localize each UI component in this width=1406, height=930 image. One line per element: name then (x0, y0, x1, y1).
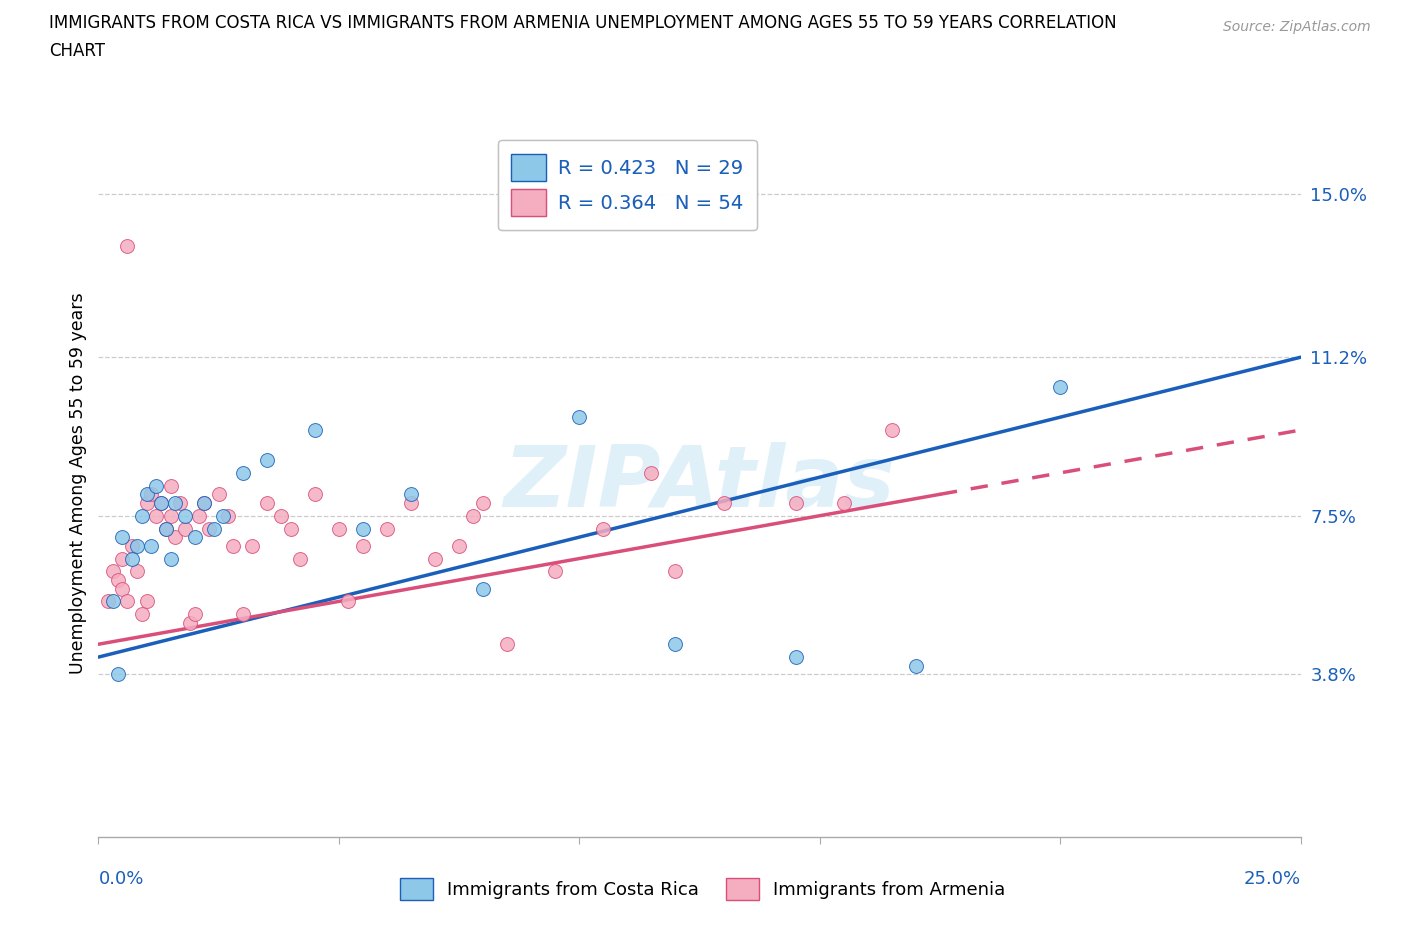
Point (135, 594, 157, 609)
Point (174, 521, 197, 536)
Point (544, 564, 567, 578)
Point (256, 496, 278, 511)
Text: 25.0%: 25.0% (1243, 870, 1301, 887)
Point (280, 521, 302, 536)
Legend: R = 0.423   N = 29, R = 0.364   N = 54: R = 0.423 N = 29, R = 0.364 N = 54 (498, 140, 756, 230)
Point (159, 551, 181, 566)
Point (101, 564, 124, 578)
Point (785, 650, 807, 665)
Point (111, 581, 134, 596)
Point (880, 422, 903, 437)
Point (174, 509, 197, 524)
Y-axis label: Unemployment Among Ages 55 to 59 years: Unemployment Among Ages 55 to 59 years (69, 293, 87, 674)
Point (399, 496, 422, 511)
Point (188, 509, 211, 524)
Point (179, 616, 201, 631)
Point (240, 538, 263, 553)
Point (159, 509, 181, 524)
Legend: Immigrants from Costa Rica, Immigrants from Armenia: Immigrants from Costa Rica, Immigrants f… (394, 870, 1012, 907)
Point (304, 487, 326, 502)
Point (193, 496, 215, 511)
Point (664, 637, 686, 652)
Point (111, 551, 134, 566)
Point (447, 538, 470, 553)
Point (256, 453, 278, 468)
Point (496, 637, 519, 652)
Point (121, 551, 143, 566)
Text: 0.0%: 0.0% (98, 870, 143, 887)
Point (131, 606, 153, 621)
Point (117, 238, 139, 253)
Point (337, 594, 360, 609)
Point (193, 496, 215, 511)
Point (135, 496, 157, 511)
Point (165, 496, 187, 511)
Point (169, 496, 191, 511)
Text: ZIPAtlas: ZIPAtlas (503, 442, 896, 525)
Point (304, 422, 326, 437)
Point (713, 496, 735, 511)
Point (159, 478, 181, 493)
Point (785, 496, 807, 511)
Point (904, 658, 927, 673)
Point (664, 564, 686, 578)
Point (97, 594, 120, 609)
Point (352, 521, 374, 536)
Point (141, 538, 163, 553)
Point (117, 594, 139, 609)
Point (145, 509, 167, 524)
Point (149, 496, 172, 511)
Point (328, 521, 350, 536)
Point (472, 496, 495, 511)
Text: IMMIGRANTS FROM COSTA RICA VS IMMIGRANTS FROM ARMENIA UNEMPLOYMENT AMONG AGES 55: IMMIGRANTS FROM COSTA RICA VS IMMIGRANTS… (49, 14, 1116, 32)
Point (592, 521, 614, 536)
Point (1049, 379, 1071, 394)
Point (131, 509, 153, 524)
Text: CHART: CHART (49, 42, 105, 60)
Point (107, 667, 129, 682)
Point (472, 581, 495, 596)
Point (155, 521, 177, 536)
Point (208, 487, 231, 502)
Point (198, 521, 221, 536)
Point (125, 538, 148, 553)
Point (568, 410, 591, 425)
Point (155, 521, 177, 536)
Point (399, 487, 422, 502)
Point (107, 573, 129, 588)
Point (145, 478, 167, 493)
Point (135, 487, 157, 502)
Point (423, 551, 446, 566)
Point (270, 509, 292, 524)
Point (141, 487, 163, 502)
Point (290, 551, 312, 566)
Point (217, 509, 239, 524)
Point (202, 521, 225, 536)
Point (232, 606, 254, 621)
Point (212, 509, 235, 524)
Point (149, 496, 172, 511)
Point (222, 538, 245, 553)
Point (111, 530, 134, 545)
Point (463, 509, 485, 524)
Point (183, 530, 205, 545)
Point (832, 496, 855, 511)
Point (640, 465, 662, 480)
Point (183, 606, 205, 621)
Point (352, 538, 374, 553)
Text: Source: ZipAtlas.com: Source: ZipAtlas.com (1223, 20, 1371, 34)
Point (165, 530, 187, 545)
Point (121, 538, 143, 553)
Point (125, 564, 148, 578)
Point (375, 521, 398, 536)
Point (232, 465, 254, 480)
Point (101, 594, 124, 609)
